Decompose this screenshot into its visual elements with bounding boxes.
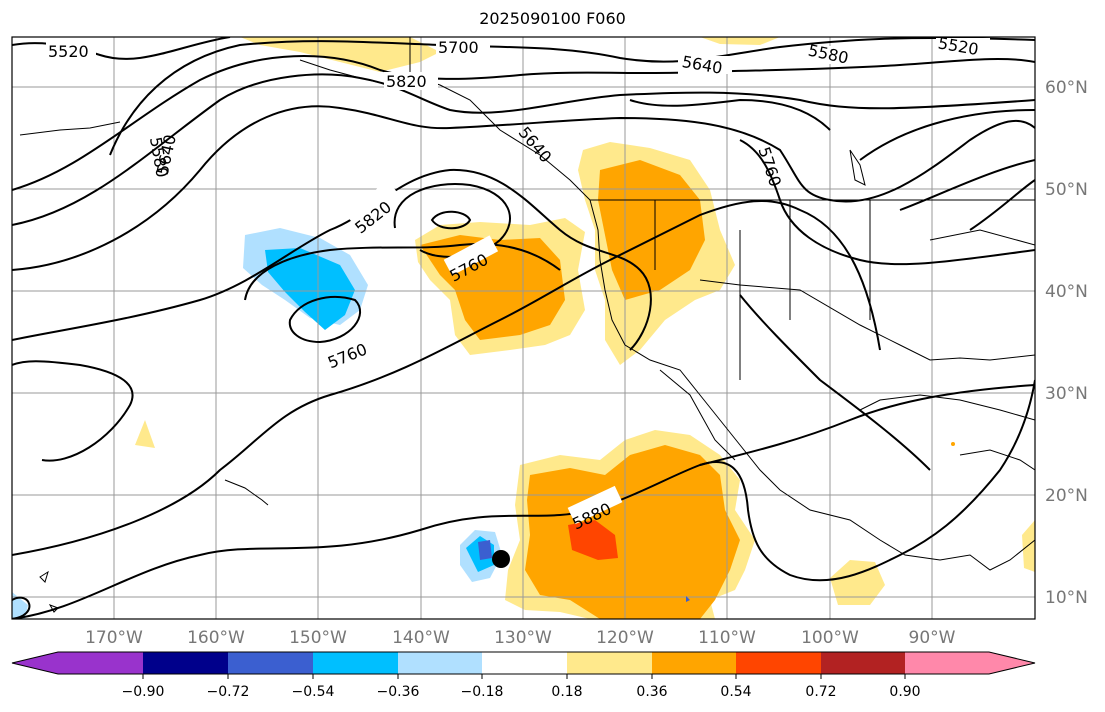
colorbar-segment bbox=[905, 652, 989, 674]
colorbar-segment bbox=[821, 652, 905, 674]
colorbar-segment bbox=[567, 652, 652, 674]
colorbar-tick-label: 0.18 bbox=[551, 684, 582, 700]
colorbar-tick-label: −0.54 bbox=[292, 684, 335, 700]
contour-label: 5700 bbox=[438, 38, 479, 57]
colorbar-segment bbox=[652, 652, 736, 674]
colorbar-segment bbox=[736, 652, 821, 674]
latitude-axis: 60°N 50°N 40°N 30°N 20°N 10°N bbox=[1045, 78, 1088, 608]
colorbar-tick-label: −0.90 bbox=[122, 684, 165, 700]
lon-label-160w: 160°W bbox=[187, 628, 245, 648]
lat-label-40n: 40°N bbox=[1045, 282, 1088, 302]
contour-label: 5820 bbox=[386, 72, 427, 91]
lat-label-60n: 60°N bbox=[1045, 78, 1088, 98]
lon-label-130w: 130°W bbox=[494, 628, 552, 648]
colorbar-segment bbox=[228, 652, 313, 674]
lon-label-170w: 170°W bbox=[85, 628, 143, 648]
lat-label-30n: 30°N bbox=[1045, 384, 1088, 404]
lat-label-20n: 20°N bbox=[1045, 486, 1088, 506]
colorbar: −0.90 −0.72 −0.54 −0.36 −0.18 0.18 0.36 … bbox=[11, 651, 1036, 700]
lon-label-140w: 140°W bbox=[392, 628, 450, 648]
colorbar-tick-label: 0.54 bbox=[720, 684, 751, 700]
lat-label-10n: 10°N bbox=[1045, 588, 1088, 608]
colorbar-segment bbox=[313, 652, 398, 674]
colorbar-tick-label: 0.90 bbox=[889, 684, 920, 700]
colorbar-tick-label: −0.36 bbox=[377, 684, 420, 700]
colorbar-segment bbox=[398, 652, 482, 674]
colorbar-segment bbox=[989, 652, 1035, 674]
height-contours bbox=[12, 37, 1035, 619]
lon-label-120w: 120°W bbox=[596, 628, 654, 648]
map-title: 2025090100 F060 bbox=[479, 9, 626, 28]
colorbar-tick-label: 0.72 bbox=[805, 684, 836, 700]
lon-label-90w: 90°W bbox=[909, 628, 956, 648]
colorbar-tick-label: −0.72 bbox=[207, 684, 250, 700]
lon-label-100w: 100°W bbox=[801, 628, 859, 648]
colorbar-tick-label: 0.36 bbox=[636, 684, 667, 700]
colorbar-tick-label: −0.18 bbox=[461, 684, 504, 700]
map-frame bbox=[11, 36, 1036, 620]
colorbar-segment bbox=[482, 652, 567, 674]
colorbar-segment bbox=[143, 652, 228, 674]
graticule bbox=[12, 37, 1035, 619]
lon-label-110w: 110°W bbox=[698, 628, 756, 648]
contour-label: 5520 bbox=[48, 42, 89, 61]
colorbar-segment bbox=[58, 652, 143, 674]
black-dot-icon bbox=[492, 550, 510, 568]
colorbar-segment bbox=[12, 652, 58, 674]
lon-label-150w: 150°W bbox=[289, 628, 347, 648]
longitude-axis: 170°W 160°W 150°W 140°W 130°W 120°W 110°… bbox=[85, 628, 956, 648]
lat-label-50n: 50°N bbox=[1045, 180, 1088, 200]
